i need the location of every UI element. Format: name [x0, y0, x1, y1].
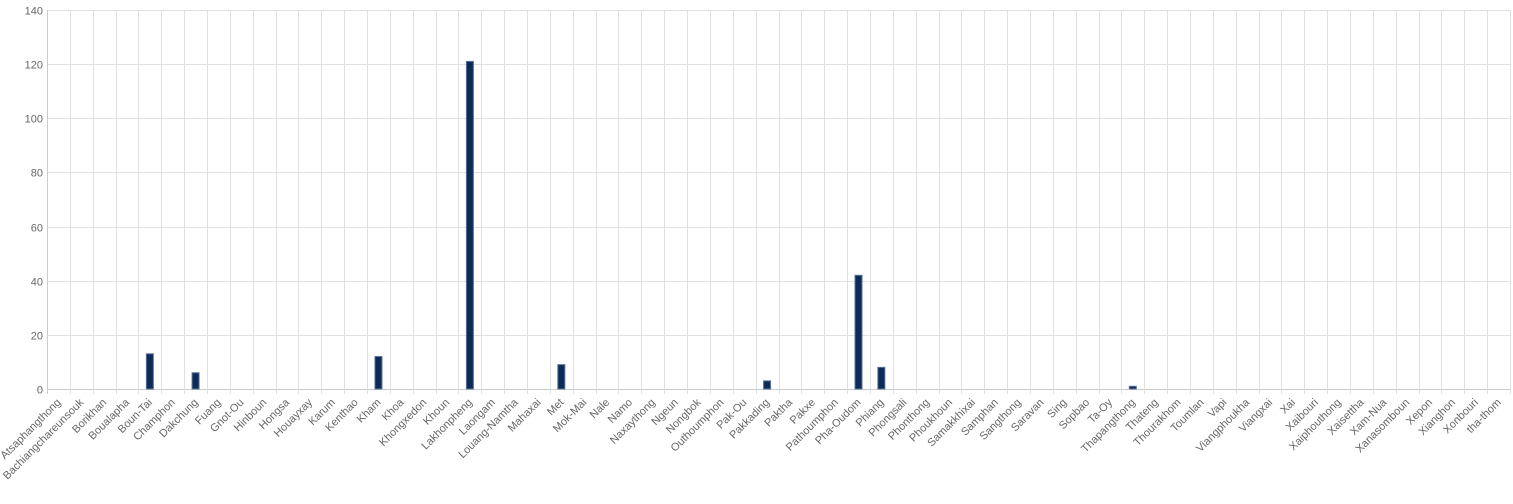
y-tick-label: 20 [31, 331, 43, 343]
bar-met [557, 364, 566, 390]
bar-kham [374, 356, 383, 390]
bar-thapangthong [1128, 385, 1137, 390]
y-tick-label: 120 [25, 60, 43, 72]
y-tick-label: 140 [25, 6, 43, 18]
bar-pakkading [763, 380, 772, 390]
y-tick-label: 80 [31, 168, 43, 180]
bar-phiang [877, 366, 886, 390]
y-axis-tick-labels: 0 20 40 60 80 100 120 140 [25, 6, 43, 397]
y-tick-label: 100 [25, 114, 43, 126]
y-tick-label: 60 [31, 223, 43, 235]
bar-dakchung [191, 372, 200, 390]
y-tick-label: 40 [31, 277, 43, 289]
grid [47, 10, 1511, 394]
bar-pha-oudom [854, 274, 863, 390]
bar-boun-tai [145, 353, 154, 390]
bar-lakhonpheng [465, 60, 474, 390]
x-axis-tick-labels: AtsaphangthongBachiangchareunsoukBorikha… [0, 396, 1504, 482]
x-tick-label: Kham [355, 397, 384, 426]
y-tick-label: 0 [37, 385, 43, 397]
bars [145, 60, 1137, 390]
